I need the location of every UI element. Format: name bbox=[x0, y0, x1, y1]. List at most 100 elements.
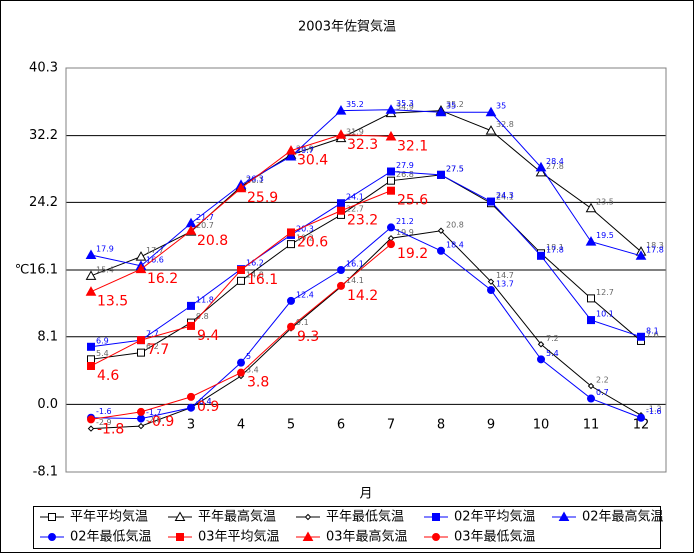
legend-label: 平年平均気温 bbox=[70, 509, 148, 525]
marker bbox=[585, 202, 597, 213]
marker bbox=[437, 246, 445, 255]
marker bbox=[385, 130, 397, 141]
data-label: 21.2 bbox=[396, 217, 414, 226]
legend-marker bbox=[48, 533, 56, 541]
legend-marker bbox=[432, 513, 440, 521]
data-label: 20.8 bbox=[446, 220, 464, 229]
y-tick-label: 24.2 bbox=[29, 195, 58, 210]
data-label: 9.1 bbox=[296, 318, 309, 327]
y-tick-label: 0.0 bbox=[37, 397, 58, 412]
marker bbox=[87, 425, 95, 432]
data-label: 0.9 bbox=[197, 399, 219, 415]
marker bbox=[185, 225, 197, 235]
y-tick-label: 32.2 bbox=[29, 128, 58, 143]
marker bbox=[87, 355, 95, 364]
data-label: 2.2 bbox=[596, 376, 609, 385]
marker bbox=[335, 129, 347, 139]
data-label: 15.4 bbox=[96, 265, 114, 274]
legend-box bbox=[33, 506, 661, 549]
x-tick-label: 5 bbox=[287, 418, 295, 433]
marker bbox=[585, 236, 597, 246]
marker bbox=[385, 104, 397, 114]
data-label: 13.7 bbox=[496, 280, 514, 289]
data-label: 7.2 bbox=[546, 334, 559, 343]
data-label: 35.3 bbox=[396, 99, 414, 108]
data-label: 26.1 bbox=[246, 176, 264, 185]
marker bbox=[85, 249, 97, 259]
data-label: 32.3 bbox=[347, 137, 378, 153]
data-label: 16.1 bbox=[346, 260, 364, 269]
data-label: 20.8 bbox=[197, 233, 228, 249]
marker bbox=[137, 414, 145, 423]
marker bbox=[387, 223, 395, 232]
series-line bbox=[90, 226, 642, 420]
y-tick-label: 40.3 bbox=[29, 61, 58, 76]
data-label: 30.4 bbox=[297, 153, 328, 169]
marker bbox=[135, 251, 147, 261]
marker bbox=[637, 413, 645, 422]
data-label: 18.1 bbox=[546, 243, 564, 252]
legend-label: 03年最低気温 bbox=[454, 529, 536, 545]
series-line bbox=[90, 110, 642, 277]
data-label: 23.5 bbox=[596, 198, 614, 207]
data-label: 27.5 bbox=[446, 164, 464, 173]
data-label: 26.8 bbox=[396, 170, 414, 179]
data-label: 17.7 bbox=[146, 246, 164, 255]
chart-title: 2003年佐賀気温 bbox=[298, 19, 396, 35]
data-label: 26.3 bbox=[246, 174, 264, 183]
marker bbox=[135, 263, 147, 274]
data-label: 20.6 bbox=[297, 234, 328, 250]
data-label: 35 bbox=[446, 102, 456, 111]
marker bbox=[287, 322, 295, 331]
marker bbox=[237, 358, 245, 367]
x-tick-label: 7 bbox=[387, 418, 395, 433]
legend-label: 02年平均気温 bbox=[454, 509, 536, 525]
marker bbox=[187, 403, 195, 412]
marker bbox=[487, 278, 495, 285]
legend-label: 02年最高気温 bbox=[582, 509, 664, 525]
data-label: 16.2 bbox=[246, 259, 264, 268]
legend-label: 平年最低気温 bbox=[326, 509, 404, 525]
marker bbox=[587, 294, 595, 303]
marker bbox=[287, 296, 295, 305]
data-label: 24.1 bbox=[346, 193, 364, 202]
legend-marker bbox=[558, 511, 570, 521]
data-label: -1.7 bbox=[146, 408, 162, 417]
legend-marker bbox=[176, 533, 184, 541]
data-label: 14.8 bbox=[246, 270, 264, 279]
data-label: 19.2 bbox=[397, 246, 428, 262]
data-label: 13.5 bbox=[97, 294, 128, 310]
marker bbox=[337, 281, 345, 290]
marker bbox=[237, 276, 245, 285]
data-label: 21.7 bbox=[196, 213, 214, 222]
x-tick-label: 9 bbox=[487, 418, 495, 433]
data-label: 0.7 bbox=[596, 388, 609, 397]
data-label: 6.2 bbox=[146, 342, 159, 351]
data-label: 23.2 bbox=[347, 213, 378, 229]
data-label: 24.3 bbox=[496, 191, 514, 200]
data-label: 3.4 bbox=[246, 366, 259, 375]
data-label: 14.1 bbox=[346, 276, 364, 285]
data-label: 24.1 bbox=[496, 193, 514, 202]
marker bbox=[635, 250, 647, 260]
marker bbox=[337, 199, 345, 208]
data-label: 14.7 bbox=[496, 271, 514, 280]
x-tick-label: 6 bbox=[337, 418, 345, 433]
legend-marker bbox=[302, 531, 314, 541]
x-tick-label: 12 bbox=[633, 418, 650, 433]
data-label: 25.6 bbox=[397, 193, 428, 209]
data-label: -0.4 bbox=[196, 397, 212, 406]
series-line bbox=[90, 170, 642, 348]
data-label: 18.4 bbox=[446, 240, 464, 249]
data-label: 9.8 bbox=[196, 312, 209, 321]
data-label: 7.6 bbox=[646, 330, 659, 339]
marker bbox=[485, 125, 497, 135]
marker bbox=[337, 266, 345, 274]
marker bbox=[237, 368, 245, 377]
data-label: 19.5 bbox=[596, 231, 614, 240]
data-label: 8.1 bbox=[646, 326, 659, 335]
marker bbox=[387, 240, 395, 249]
data-label: 7.7 bbox=[147, 342, 169, 358]
marker bbox=[487, 286, 495, 295]
marker bbox=[85, 286, 97, 296]
